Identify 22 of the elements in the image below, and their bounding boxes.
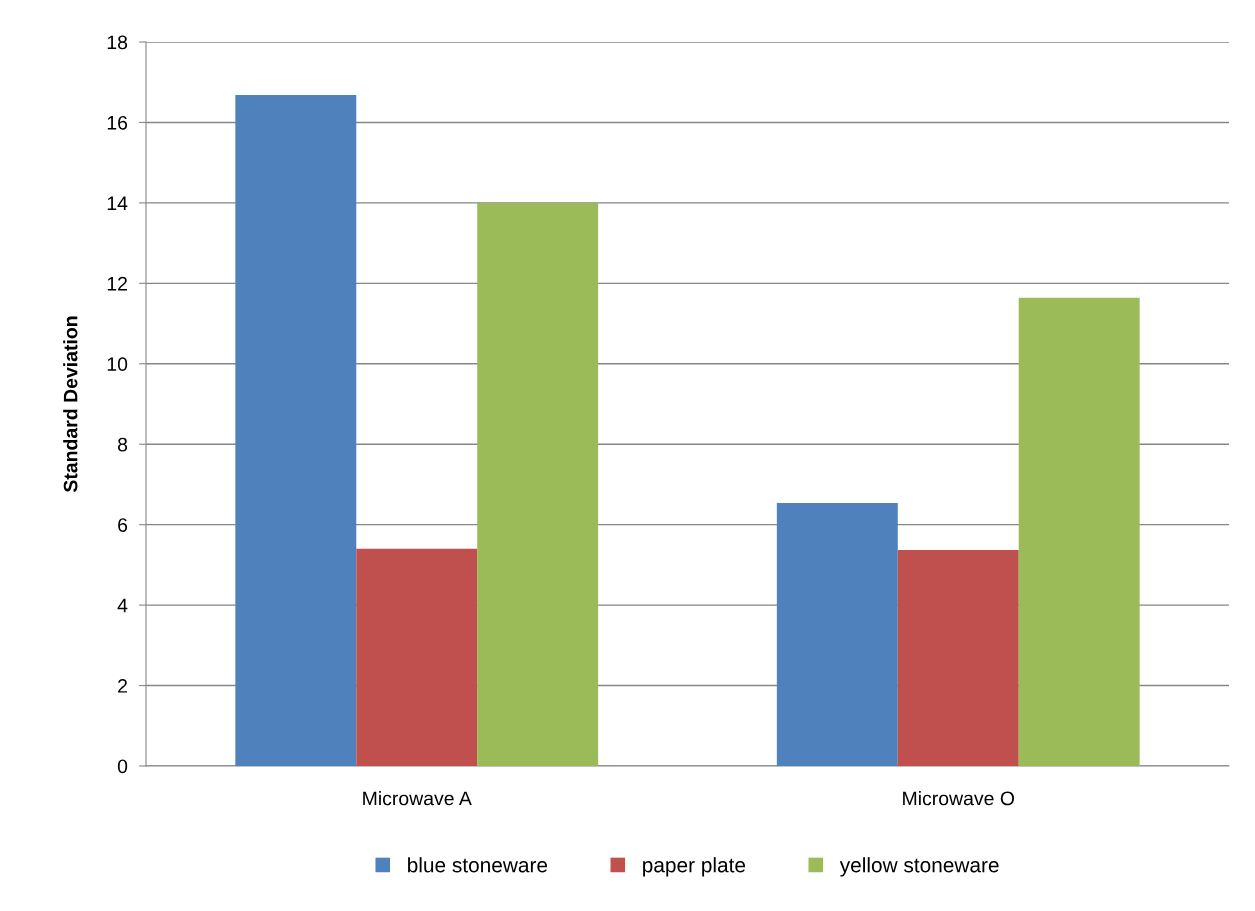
y-tick-label: 8 <box>117 437 128 452</box>
y-tick-label: 2 <box>118 679 127 693</box>
bar <box>235 95 357 766</box>
legend-label: blue stoneware <box>408 857 548 873</box>
bar <box>1018 297 1140 766</box>
y-tick-label: 4 <box>117 598 128 613</box>
y-tick-label: 6 <box>118 518 128 532</box>
bar <box>477 202 599 766</box>
y-tick-label: 18 <box>107 35 128 50</box>
y-tick-label: 16 <box>107 115 128 130</box>
bar <box>776 502 898 766</box>
x-tick-label: Microwave A <box>363 791 472 806</box>
x-tick-label: Microwave O <box>903 791 1015 806</box>
y-axis-title: Standard Deviation <box>63 316 78 493</box>
bar <box>897 550 1019 766</box>
y-tick-label: 10 <box>107 357 128 372</box>
y-tick-label: 12 <box>107 276 127 291</box>
legend-label: paper plate <box>643 857 746 877</box>
y-tick-label: 0 <box>117 759 128 774</box>
bar <box>356 548 478 766</box>
y-tick-label: 14 <box>107 196 128 210</box>
legend-label: yellow stoneware <box>839 857 999 877</box>
